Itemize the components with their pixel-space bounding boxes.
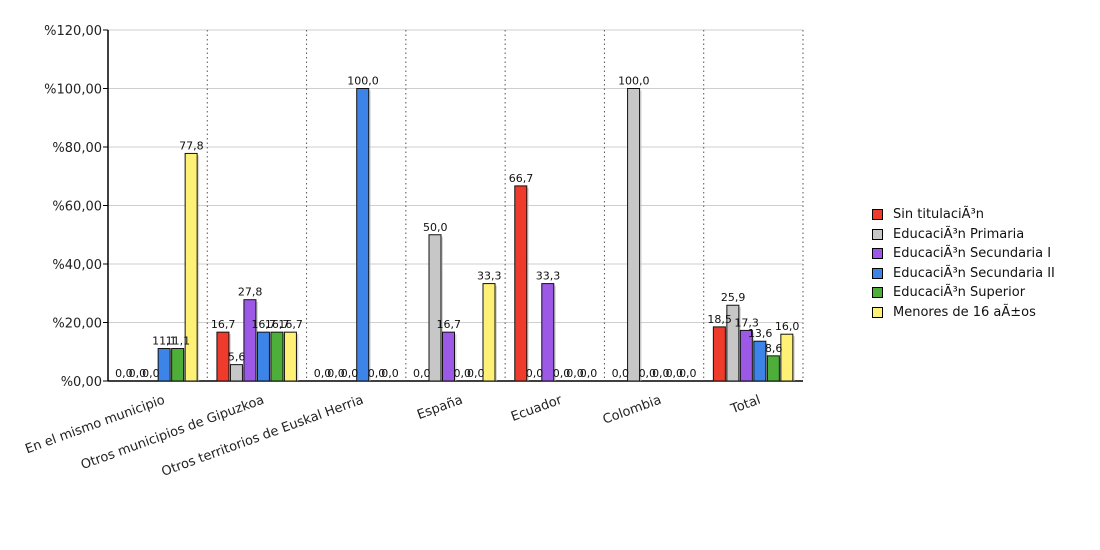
legend-label: EducaciÃ³n Superior [893,285,1026,301]
bar [726,304,740,382]
data-label: 0,0 [142,367,160,380]
data-label: 8,6 [765,342,783,355]
bar [243,299,257,382]
legend: Sin titulaciÃ³n EducaciÃ³n Primaria Educac… [872,205,1055,322]
data-label: 33,3 [477,270,502,283]
bar [541,283,555,382]
bar [356,88,370,382]
data-label: 77,8 [179,139,204,152]
data-label: 0,0 [115,367,133,380]
grid-lines [108,29,804,381]
data-label: 66,7 [509,172,534,185]
data-label: 50,0 [423,221,448,234]
data-labels: 0,016,70,0 0,066,70,018,50,05,60,050,00,0… [115,75,799,381]
legend-item: Menores de 16 aÃ±os [872,303,1055,323]
data-label: 100,0 [618,75,650,88]
legend-swatch [872,209,883,221]
legend-swatch [872,267,883,279]
data-label: 0,0 [341,367,359,380]
bar [171,348,185,382]
y-tick-label: %80,00 [52,141,102,156]
data-label: 0,0 [368,367,386,380]
data-label: 0,0 [327,367,345,380]
legend-swatch [872,306,883,318]
bar [216,331,230,382]
bar [753,340,767,382]
data-label: 0,0 [639,367,657,380]
legend-label: EducaciÃ³n Secundaria II [893,265,1055,281]
legend-item: EducaciÃ³n Secundaria II [872,264,1055,284]
bars [157,88,795,382]
data-label: 33,3 [536,270,561,283]
legend-swatch [872,287,883,299]
legend-item: EducaciÃ³n Superior [872,283,1055,303]
legend-label: Menores de 16 aÃ±os [893,304,1036,320]
data-label: 16,7 [437,318,462,331]
data-label: 0,0 [526,367,544,380]
legend-item: Sin titulaciÃ³n [872,205,1055,225]
bar [514,185,528,382]
data-label: 100,0 [347,75,379,88]
data-label: 18,5 [707,313,732,326]
x-tick-label: Colombia [601,393,664,428]
data-label: 0,0 [381,367,399,380]
data-label: 0,0 [413,367,431,380]
data-label: 0,0 [612,367,630,380]
bar [270,331,284,382]
data-label: 5,6 [228,351,246,364]
data-label: 16,7 [265,318,290,331]
legend-swatch [872,228,883,240]
legend-item: EducaciÃ³n Secundaria I [872,244,1055,264]
data-label: 0,0 [652,367,670,380]
bar [739,329,753,382]
bar [766,355,780,382]
data-label: 0,0 [566,367,584,380]
legend-label: Sin titulaciÃ³n [893,207,984,223]
x-tick-label: Ecuador [509,392,565,424]
legend-label: EducaciÃ³n Secundaria I [893,246,1052,262]
data-label: 17,3 [734,316,759,329]
data-label: 11,1 [166,335,191,348]
data-label: 16,7 [278,318,303,331]
legend-item: EducaciÃ³n Primaria [872,225,1055,245]
data-label: 0,0 [129,367,147,380]
bar [229,364,243,382]
data-label: 0,0 [314,367,332,380]
legend-label: EducaciÃ³n Primaria [893,226,1025,242]
y-tick-label: %120,00 [44,24,102,39]
y-tick-label: %40,00 [52,258,102,273]
bar [482,283,496,382]
legend-swatch [872,248,883,260]
data-label: 0,0 [454,367,472,380]
axes: %0,00 %20,00 %40,00 %60,00 %80,00 %100,00 %120… [23,24,803,480]
bar [780,333,794,382]
data-label: 0,0 [666,367,684,380]
data-label: 0,0 [553,367,571,380]
y-tick-label: %20,00 [52,317,102,332]
y-tick-label: %60,00 [52,200,102,215]
y-tick-label: %0,00 [61,375,102,390]
data-label: 27,8 [238,286,263,299]
bar [184,152,198,382]
x-tick-label: España [415,393,465,423]
bar [428,234,442,382]
bar [442,331,455,382]
data-label: 13,6 [748,327,773,340]
data-label: 0,0 [679,367,697,380]
data-label: 16,7 [211,318,236,331]
bar [627,88,641,382]
data-label: 16,0 [775,320,800,333]
bar [256,331,270,382]
data-label: 0,0 [467,367,485,380]
x-tick-label: Total [728,393,763,418]
y-tick-label: %100,00 [44,83,102,98]
data-label: 25,9 [721,291,746,304]
bar [283,331,297,382]
data-label: 0,0 [580,367,598,380]
data-label: 16,7 [251,318,276,331]
bar [157,348,171,382]
data-label: 11,1 [152,335,177,348]
bar [712,326,726,382]
